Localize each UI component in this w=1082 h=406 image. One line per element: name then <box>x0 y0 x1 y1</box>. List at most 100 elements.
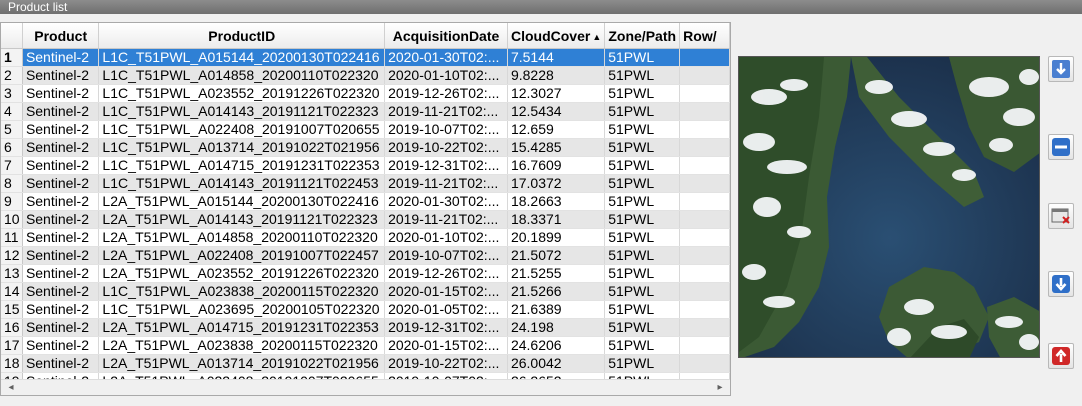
cell-row[interactable] <box>679 84 730 103</box>
table-row[interactable]: 14 Sentinel-2 L1C_T51PWL_A023838_20200115T… <box>1 282 730 301</box>
table-row[interactable]: 1 Sentinel-2 L1C_T51PWL_A015144_20200130T0… <box>1 48 730 67</box>
cell-cloudcover[interactable]: 21.5266 <box>507 282 606 301</box>
cell-acquisitiondate[interactable]: 2020-01-15T02:... <box>384 282 508 301</box>
cell-row[interactable] <box>679 174 730 193</box>
cell-row[interactable] <box>679 354 730 373</box>
row-number[interactable]: 14 <box>1 282 23 301</box>
table-row[interactable]: 12 Sentinel-2 L2A_T51PWL_A022408_20191007T… <box>1 246 730 265</box>
cell-productid[interactable]: L1C_T51PWL_A014143_20191121T022453 <box>98 174 386 193</box>
cell-zonepath[interactable]: 51PWL <box>604 300 681 319</box>
row-number[interactable]: 1 <box>1 48 23 67</box>
cell-acquisitiondate[interactable]: 2019-10-22T02:... <box>384 354 508 373</box>
cell-product[interactable]: Sentinel-2 <box>22 318 100 337</box>
move-down-button[interactable] <box>1048 271 1074 297</box>
cell-acquisitiondate[interactable]: 2019-11-21T02:... <box>384 174 508 193</box>
cell-productid[interactable]: L1C_T51PWL_A022408_20191007T020655 <box>98 120 386 139</box>
cell-product[interactable]: Sentinel-2 <box>22 282 100 301</box>
row-number[interactable]: 5 <box>1 120 23 139</box>
table-row[interactable]: 7 Sentinel-2 L1C_T51PWL_A014715_20191231T0… <box>1 156 730 175</box>
cell-cloudcover[interactable]: 16.7609 <box>507 156 606 175</box>
cell-productid[interactable]: L2A_T51PWL_A015144_20200130T022416 <box>98 192 386 211</box>
cell-product[interactable]: Sentinel-2 <box>22 300 100 319</box>
row-number[interactable]: 10 <box>1 210 23 229</box>
cell-row[interactable] <box>679 300 730 319</box>
cell-row[interactable] <box>679 102 730 121</box>
row-number[interactable]: 9 <box>1 192 23 211</box>
remove-button[interactable] <box>1048 134 1074 160</box>
move-up-button[interactable] <box>1048 343 1074 369</box>
cell-zonepath[interactable]: 51PWL <box>604 354 681 373</box>
cell-product[interactable]: Sentinel-2 <box>22 174 100 193</box>
table-row[interactable]: 11 Sentinel-2 L2A_T51PWL_A014858_20200110T… <box>1 228 730 247</box>
row-number[interactable]: 3 <box>1 84 23 103</box>
cell-productid[interactable]: L1C_T51PWL_A015144_20200130T022416 <box>98 48 386 67</box>
cell-cloudcover[interactable]: 15.4285 <box>507 138 606 157</box>
cell-product[interactable]: Sentinel-2 <box>22 354 100 373</box>
cell-productid[interactable]: L2A_T51PWL_A023838_20200115T022320 <box>98 336 386 355</box>
cell-cloudcover[interactable]: 20.1899 <box>507 228 606 247</box>
table-row[interactable]: 9 Sentinel-2 L2A_T51PWL_A015144_20200130T0… <box>1 192 730 211</box>
cell-productid[interactable]: L1C_T51PWL_A014858_20200110T022320 <box>98 66 386 85</box>
cell-acquisitiondate[interactable]: 2019-12-26T02:... <box>384 264 508 283</box>
cell-acquisitiondate[interactable]: 2019-10-22T02:... <box>384 138 508 157</box>
table-row[interactable]: 6 Sentinel-2 L1C_T51PWL_A013714_20191022T0… <box>1 138 730 157</box>
scroll-left-icon[interactable]: ◂ <box>8 382 14 393</box>
cell-cloudcover[interactable]: 21.5255 <box>507 264 606 283</box>
close-preview-button[interactable] <box>1048 203 1074 229</box>
cell-acquisitiondate[interactable]: 2019-12-31T02:... <box>384 156 508 175</box>
cell-acquisitiondate[interactable]: 2020-01-30T02:... <box>384 48 508 67</box>
cell-row[interactable] <box>679 48 730 67</box>
cell-row[interactable] <box>679 192 730 211</box>
row-number[interactable]: 16 <box>1 318 23 337</box>
cell-zonepath[interactable]: 51PWL <box>604 318 681 337</box>
cell-zonepath[interactable]: 51PWL <box>604 282 681 301</box>
cell-productid[interactable]: L2A_T51PWL_A014143_20191121T022323 <box>98 210 386 229</box>
row-number[interactable]: 7 <box>1 156 23 175</box>
cell-product[interactable]: Sentinel-2 <box>22 156 100 175</box>
row-number[interactable]: 12 <box>1 246 23 265</box>
row-number[interactable]: 8 <box>1 174 23 193</box>
cell-zonepath[interactable]: 51PWL <box>604 66 681 85</box>
cell-productid[interactable]: L2A_T51PWL_A014858_20200110T022320 <box>98 228 386 247</box>
cell-product[interactable]: Sentinel-2 <box>22 210 100 229</box>
column-header-product[interactable]: Product <box>22 23 100 49</box>
cell-zonepath[interactable]: 51PWL <box>604 246 681 265</box>
cell-acquisitiondate[interactable]: 2019-11-21T02:... <box>384 210 508 229</box>
cell-row[interactable] <box>679 336 730 355</box>
cell-acquisitiondate[interactable]: 2019-10-07T02:... <box>384 120 508 139</box>
cell-product[interactable]: Sentinel-2 <box>22 228 100 247</box>
cell-product[interactable]: Sentinel-2 <box>22 84 100 103</box>
cell-cloudcover[interactable]: 26.0042 <box>507 354 606 373</box>
cell-row[interactable] <box>679 210 730 229</box>
cell-cloudcover[interactable]: 12.5434 <box>507 102 606 121</box>
table-row[interactable]: 10 Sentinel-2 L2A_T51PWL_A014143_20191121T… <box>1 210 730 229</box>
table-row[interactable]: 17 Sentinel-2 L2A_T51PWL_A023838_20200115T… <box>1 336 730 355</box>
table-row[interactable]: 8 Sentinel-2 L1C_T51PWL_A014143_20191121T0… <box>1 174 730 193</box>
cell-productid[interactable]: L1C_T51PWL_A023552_20191226T022320 <box>98 84 386 103</box>
cell-acquisitiondate[interactable]: 2020-01-30T02:... <box>384 192 508 211</box>
cell-zonepath[interactable]: 51PWL <box>604 48 681 67</box>
row-number[interactable]: 13 <box>1 264 23 283</box>
download-button[interactable] <box>1048 56 1074 82</box>
row-number[interactable]: 15 <box>1 300 23 319</box>
row-number[interactable]: 6 <box>1 138 23 157</box>
cell-productid[interactable]: L2A_T51PWL_A023552_20191226T022320 <box>98 264 386 283</box>
cell-cloudcover[interactable]: 18.2663 <box>507 192 606 211</box>
cell-zonepath[interactable]: 51PWL <box>604 138 681 157</box>
cell-cloudcover[interactable]: 7.5144 <box>507 48 606 67</box>
column-header-zonepath[interactable]: Zone/Path <box>604 23 681 49</box>
cell-zonepath[interactable]: 51PWL <box>604 102 681 121</box>
cell-cloudcover[interactable]: 9.8228 <box>507 66 606 85</box>
cell-acquisitiondate[interactable]: 2019-12-31T02:... <box>384 318 508 337</box>
cell-cloudcover[interactable]: 21.5072 <box>507 246 606 265</box>
cell-cloudcover[interactable]: 24.198 <box>507 318 606 337</box>
cell-product[interactable]: Sentinel-2 <box>22 120 100 139</box>
cell-row[interactable] <box>679 228 730 247</box>
cell-acquisitiondate[interactable]: 2019-10-07T02:... <box>384 246 508 265</box>
cell-product[interactable]: Sentinel-2 <box>22 66 100 85</box>
column-header-row[interactable]: Row/ <box>679 23 730 49</box>
cell-row[interactable] <box>679 156 730 175</box>
cell-productid[interactable]: L1C_T51PWL_A014143_20191121T022323 <box>98 102 386 121</box>
cell-cloudcover[interactable]: 18.3371 <box>507 210 606 229</box>
cell-productid[interactable]: L2A_T51PWL_A014715_20191231T022353 <box>98 318 386 337</box>
